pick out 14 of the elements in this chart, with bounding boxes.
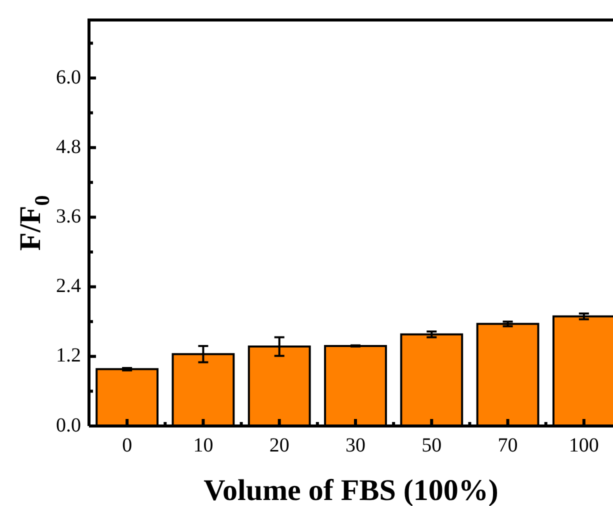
y-tick-label: 2.4 [56,275,81,298]
x-tick-label: 50 [422,434,442,456]
y-tick-label: 4.8 [56,136,81,158]
x-tick-label: 70 [498,434,518,456]
x-tick-label: 0 [122,434,132,456]
y-tick-label: 1.2 [56,344,81,367]
y-axis-title: F/F0 [14,195,54,251]
y-tick-label: 3.6 [56,205,81,228]
y-tick-label: 6.0 [56,66,81,88]
x-tick-label: 100 [568,434,599,456]
x-tick-label: 30 [346,434,366,456]
x-tick-label: 10 [193,434,214,456]
y-tick-label: 0.0 [56,414,81,436]
x-tick-label: 20 [269,434,290,456]
